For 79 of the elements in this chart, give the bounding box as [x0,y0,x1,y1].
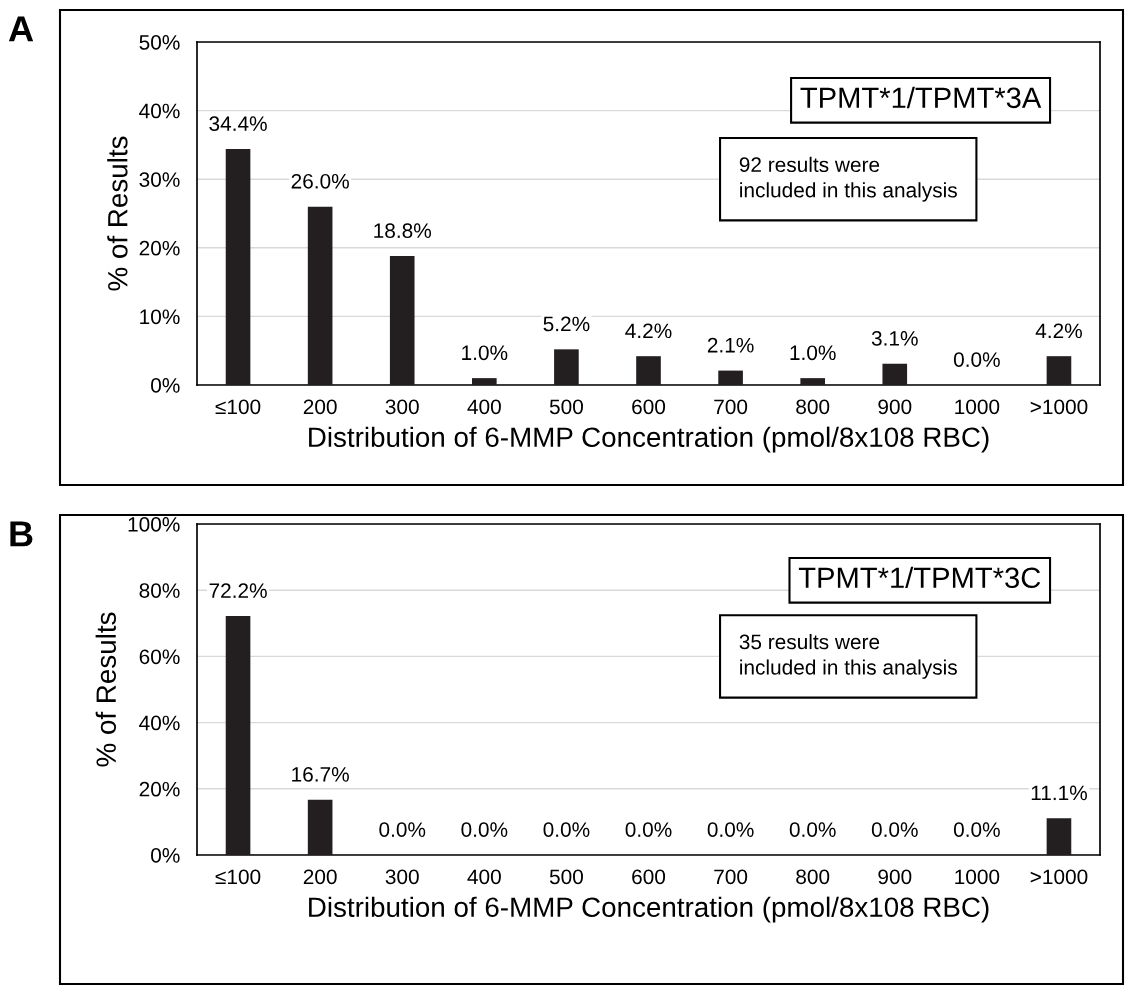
data-label: 18.8% [374,223,432,239]
bar [307,206,333,385]
bar [225,149,251,385]
bar [882,363,908,385]
y-tick-label: 0% [151,848,180,863]
y-tick-label: 100% [128,517,180,532]
bar [225,616,251,855]
bar [718,370,743,385]
y-tick-label: 10% [140,309,180,325]
data-label: 72.2% [209,583,267,598]
x-axis-title: Distribution of 6-MMP Concentration (pmol/8x108 RBC) [309,896,989,923]
data-label: 1.0% [790,345,836,361]
data-label: 16.7% [292,766,349,782]
bar [472,378,497,385]
bar [1046,818,1072,855]
data-label: 0.0% [789,822,836,837]
data-label: 11.1% [1031,785,1087,801]
x-tick-label: 300 [385,399,419,415]
y-tick-label: 80% [139,583,180,598]
y-tick-label: 30% [139,172,180,187]
x-tick-label: >1000 [1030,869,1088,885]
x-tick-label: 1000 [955,869,1000,885]
x-tick-label: 1000 [955,399,1000,415]
x-tick-label: 900 [878,869,912,885]
data-label: 0.0% [543,822,590,837]
data-label: 0.0% [461,822,508,837]
data-label: 0.0% [707,822,754,837]
y-axis-title: % of Results [107,136,128,291]
y-tick-label: 20% [139,240,180,256]
data-label: 0.0% [953,352,1000,367]
data-label: 34.4% [209,116,267,132]
annotation: TPMT*1/TPMT*3A [800,86,1042,109]
data-label: 0.0% [625,822,672,837]
x-tick-label: 400 [467,399,501,415]
x-axis-title: Distribution of 6-MMP Concentration (pmol/8x108 RBC) [309,426,989,453]
data-label: 26.0% [291,173,349,189]
bar [800,378,825,385]
x-tick-label: 700 [714,869,748,885]
annotation: 92 results were included in this analysis [739,156,957,202]
bar [1046,356,1072,385]
x-tick-label: 900 [878,399,912,415]
bar [554,349,579,385]
data-label: 1.0% [462,345,508,361]
text: B [10,521,33,547]
x-tick-label: 500 [549,869,583,885]
y-tick-label: 50% [139,35,180,50]
annotation: 35 results were included in this analysis [739,633,957,679]
y-tick-label: 40% [139,715,180,731]
x-tick-label: 200 [303,869,337,885]
bar [389,256,415,385]
x-tick-label: 800 [796,869,830,885]
y-tick-label: 0% [151,378,180,393]
data-label: 0.0% [953,822,1000,837]
x-tick-label: >1000 [1030,399,1088,415]
y-axis-title: % of Results [95,612,117,767]
x-tick-label: ≤100 [215,399,261,415]
y-tick-label: 40% [139,103,180,119]
data-label: 2.1% [707,337,754,353]
text: A [8,16,34,42]
x-tick-label: ≤100 [215,869,261,885]
data-label: 4.2% [1035,323,1082,339]
x-tick-label: 700 [714,399,748,415]
x-tick-label: 300 [385,869,419,885]
data-label: 0.0% [871,822,918,837]
x-tick-label: 400 [467,869,501,885]
x-tick-label: 800 [796,399,830,415]
y-tick-label: 60% [139,649,180,665]
x-tick-label: 600 [632,399,666,415]
bar [636,356,661,385]
data-label: 5.2% [543,316,590,332]
data-label: 0.0% [379,822,426,837]
x-tick-label: 600 [632,869,666,885]
x-tick-label: 200 [303,399,337,415]
annotation: TPMT*1/TPMT*3C [798,566,1041,589]
data-label: 4.2% [625,323,672,339]
bar [307,799,333,855]
data-label: 3.1% [871,330,918,346]
y-tick-label: 20% [139,781,180,797]
x-tick-label: 500 [549,399,583,415]
